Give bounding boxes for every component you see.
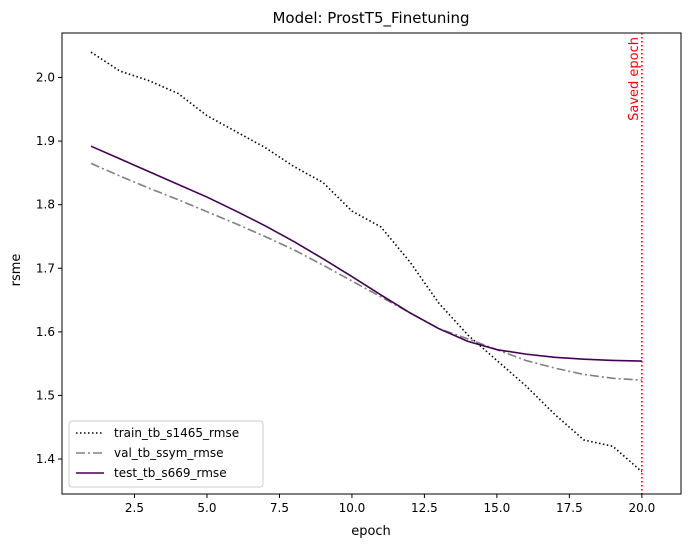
y-tick-label: 1.7 (36, 261, 55, 275)
y-tick-label: 2.0 (36, 71, 55, 85)
y-tick-label: 1.9 (36, 134, 55, 148)
y-axis-label: rsme (9, 254, 24, 287)
chart-title: Model: ProstT5_Finetuning (272, 9, 469, 28)
y-tick-label: 1.8 (36, 198, 55, 212)
x-tick-label: 10.0 (339, 501, 366, 515)
legend: train_tb_s1465_rmse val_tb_ssym_rmse test_… (68, 420, 264, 488)
plot-area: Saved epoch (90, 33, 643, 494)
x-axis-label: epoch (351, 524, 391, 539)
y-tick-label: 1.4 (36, 452, 55, 466)
saved-epoch-label: Saved epoch (627, 37, 642, 121)
legend-label: test_tb_s669_rmse (114, 466, 227, 480)
y-tick-label: 1.6 (36, 325, 55, 339)
series-line-train_tb_s1465_rmse (90, 51, 643, 473)
x-tick-label: 2.5 (125, 501, 144, 515)
x-tick-label: 15.0 (484, 501, 511, 515)
x-tick-label: 12.5 (411, 501, 438, 515)
x-tick-label: 5.0 (197, 501, 216, 515)
series-line-test_tb_s669_rmse (90, 145, 642, 362)
axes: 2.5 5.0 7.5 10.0 12.5 15.0 17.5 20.0 1.4 1.5 1.6 1.… (36, 32, 682, 515)
x-tick-label: 7.5 (270, 501, 289, 515)
x-tick-label: 20.0 (629, 501, 656, 515)
x-tick-label: 17.5 (556, 501, 583, 515)
legend-label: train_tb_s1465_rmse (114, 426, 239, 440)
plot-frame (61, 32, 682, 495)
y-tick-label: 1.5 (36, 388, 55, 402)
legend-box (68, 420, 264, 488)
legend-label: val_tb_ssym_rmse (114, 446, 223, 460)
